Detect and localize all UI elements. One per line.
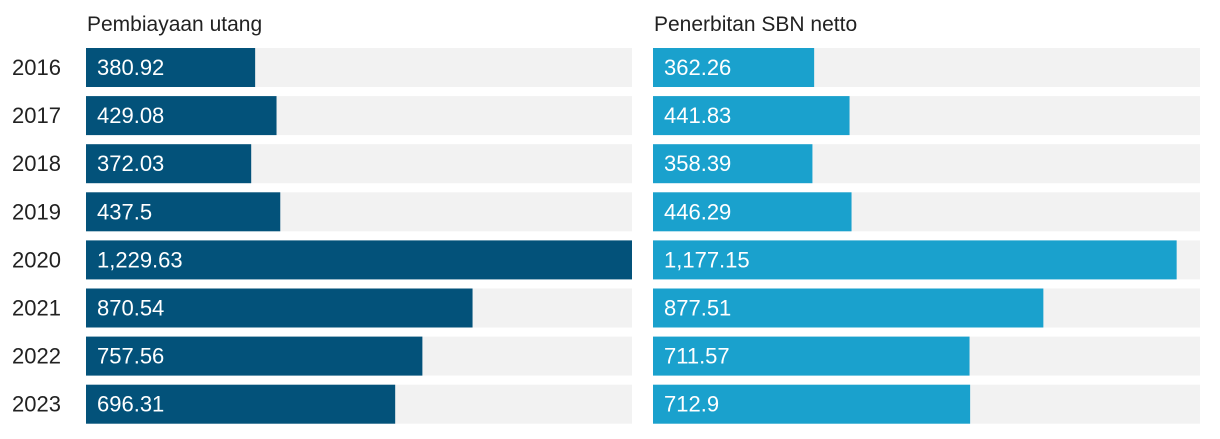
data-label: 429.08 bbox=[97, 103, 164, 128]
bar bbox=[86, 192, 281, 232]
data-label: 358.39 bbox=[664, 151, 731, 176]
bar bbox=[86, 336, 423, 376]
data-label: 696.31 bbox=[97, 392, 164, 417]
category-label: 2016 bbox=[12, 55, 61, 80]
category-label: 2019 bbox=[12, 199, 61, 224]
data-label: 372.03 bbox=[97, 151, 164, 176]
data-label: 380.92 bbox=[97, 55, 164, 80]
data-label: 441.83 bbox=[664, 103, 731, 128]
series-title: Pembiayaan utang bbox=[87, 13, 262, 36]
category-label: 2023 bbox=[12, 392, 61, 417]
data-label: 362.26 bbox=[664, 55, 731, 80]
data-label: 446.29 bbox=[664, 199, 731, 224]
data-label: 757.56 bbox=[97, 344, 164, 369]
bar bbox=[653, 384, 971, 424]
data-label: 877.51 bbox=[664, 296, 731, 321]
bar bbox=[653, 96, 850, 136]
series-title: Penerbitan SBN netto bbox=[654, 13, 857, 36]
bar bbox=[653, 288, 1044, 328]
bar bbox=[86, 240, 632, 280]
data-label: 711.57 bbox=[664, 344, 730, 369]
data-label: 1,229.63 bbox=[97, 247, 183, 272]
bar bbox=[86, 288, 473, 328]
category-label: 2017 bbox=[12, 103, 61, 128]
category-label: 2018 bbox=[12, 151, 61, 176]
bar bbox=[86, 144, 252, 184]
data-label: 712.9 bbox=[664, 392, 719, 417]
bar bbox=[653, 48, 815, 87]
bar bbox=[653, 144, 813, 184]
category-label: 2020 bbox=[12, 247, 61, 272]
bar bbox=[653, 240, 1177, 280]
category-label: 2021 bbox=[12, 296, 61, 321]
data-label: 437.5 bbox=[97, 199, 152, 224]
bar bbox=[653, 336, 970, 376]
bar bbox=[86, 48, 256, 87]
bar bbox=[653, 192, 852, 232]
data-label: 1,177.15 bbox=[664, 247, 750, 272]
data-label: 870.54 bbox=[97, 296, 164, 321]
category-label: 2022 bbox=[12, 344, 61, 369]
bar bbox=[86, 384, 396, 424]
bar bbox=[86, 96, 277, 136]
